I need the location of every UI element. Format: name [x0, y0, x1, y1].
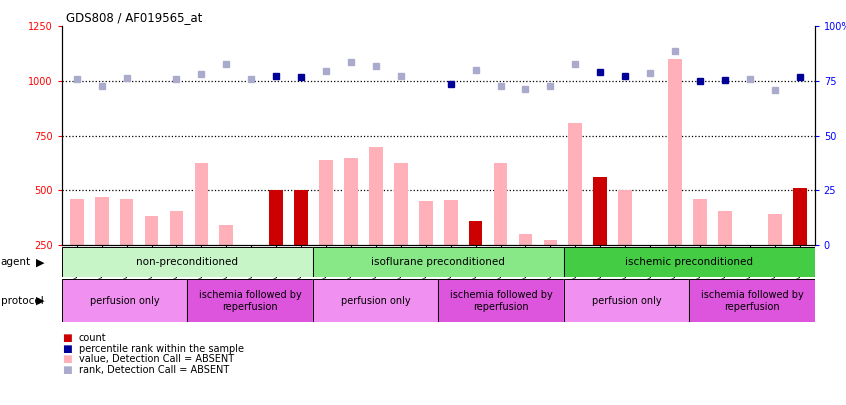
Bar	[120, 199, 134, 245]
Text: perfusion only: perfusion only	[341, 296, 410, 306]
Bar	[313, 247, 563, 277]
Text: ischemia followed by
reperfusion: ischemia followed by reperfusion	[449, 290, 552, 311]
Text: isoflurane preconditioned: isoflurane preconditioned	[371, 257, 505, 267]
Bar	[718, 211, 732, 245]
Text: ▶: ▶	[36, 257, 44, 267]
Bar	[419, 201, 432, 245]
Text: perfusion only: perfusion only	[90, 296, 159, 306]
Text: ischemia followed by
reperfusion: ischemia followed by reperfusion	[700, 290, 804, 311]
Bar	[394, 163, 408, 245]
Bar	[444, 200, 458, 245]
Bar	[494, 163, 508, 245]
Text: percentile rank within the sample: percentile rank within the sample	[79, 344, 244, 354]
Bar	[593, 177, 607, 245]
Text: agent: agent	[1, 257, 31, 267]
Bar	[563, 247, 815, 277]
Bar	[187, 279, 313, 322]
Bar	[294, 190, 308, 245]
Bar	[469, 221, 482, 245]
Bar	[269, 190, 283, 245]
Text: ▶: ▶	[36, 296, 44, 306]
Bar	[313, 247, 563, 277]
Text: ischemia followed by
reperfusion: ischemia followed by reperfusion	[199, 290, 301, 311]
Bar	[62, 279, 187, 322]
Bar	[62, 247, 313, 277]
Text: ■: ■	[62, 344, 72, 354]
Bar	[438, 279, 563, 322]
Bar	[62, 247, 313, 277]
Text: rank, Detection Call = ABSENT: rank, Detection Call = ABSENT	[79, 365, 229, 375]
Bar	[313, 279, 438, 322]
Text: protocol: protocol	[1, 296, 44, 306]
Bar	[219, 225, 233, 245]
Text: value, Detection Call = ABSENT: value, Detection Call = ABSENT	[79, 354, 233, 364]
Text: ■: ■	[62, 354, 72, 364]
Bar	[569, 123, 582, 245]
Text: ischemic preconditioned: ischemic preconditioned	[625, 257, 753, 267]
Bar	[62, 279, 187, 322]
Bar	[563, 279, 689, 322]
Text: non-preconditioned: non-preconditioned	[136, 257, 239, 267]
Bar	[689, 279, 815, 322]
Bar	[195, 163, 208, 245]
Bar	[95, 197, 108, 245]
Bar	[563, 247, 815, 277]
Bar	[313, 279, 438, 322]
Text: perfusion only: perfusion only	[591, 296, 662, 306]
Bar	[519, 234, 532, 245]
Text: count: count	[79, 333, 107, 343]
Bar	[319, 160, 332, 245]
Text: ■: ■	[62, 333, 72, 343]
Bar	[693, 199, 707, 245]
Bar	[689, 279, 815, 322]
Bar	[369, 147, 382, 245]
Bar	[145, 215, 158, 245]
Text: ■: ■	[62, 365, 72, 375]
Bar	[668, 59, 682, 245]
Bar	[169, 211, 184, 245]
Bar	[469, 221, 482, 245]
Bar	[618, 190, 632, 245]
Bar	[70, 199, 84, 245]
Bar	[187, 279, 313, 322]
Text: GDS808 / AF019565_at: GDS808 / AF019565_at	[66, 11, 202, 24]
Bar	[544, 240, 558, 245]
Bar	[438, 279, 563, 322]
Bar	[793, 188, 806, 245]
Bar	[768, 214, 782, 245]
Bar	[344, 158, 358, 245]
Bar	[563, 279, 689, 322]
